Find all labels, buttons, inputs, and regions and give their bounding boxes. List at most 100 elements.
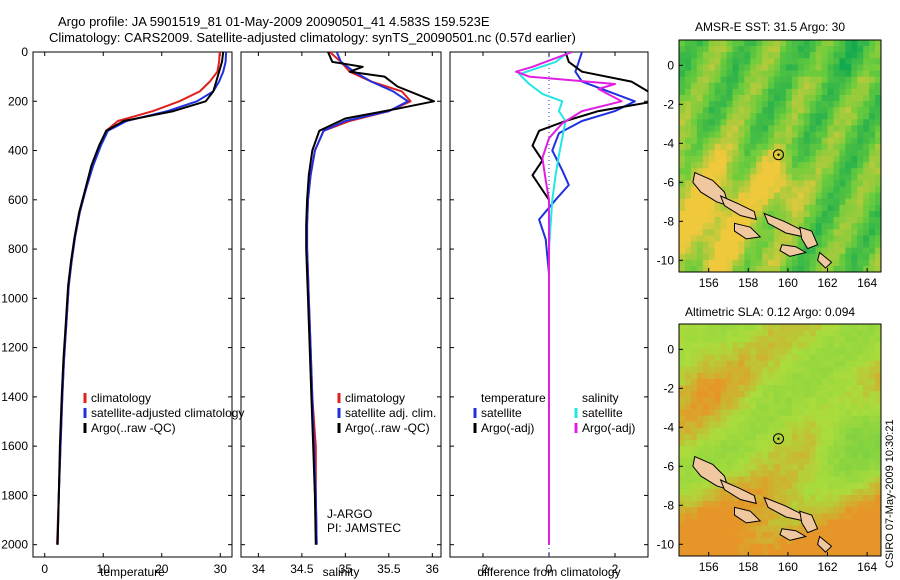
map-cell xyxy=(821,531,828,539)
map-cell xyxy=(785,427,793,435)
map-cell xyxy=(803,247,811,255)
map-cell xyxy=(768,440,775,447)
map-cell xyxy=(833,397,840,404)
color-field xyxy=(679,324,882,557)
map-cell xyxy=(774,64,781,71)
map-cell xyxy=(726,391,733,398)
map-cell xyxy=(756,168,763,175)
map-cell xyxy=(726,403,733,410)
map-cell xyxy=(803,46,811,53)
map-cell xyxy=(863,366,870,374)
map-cell xyxy=(774,543,781,551)
map-cell xyxy=(797,46,805,53)
map-cell xyxy=(679,525,686,532)
map-cell xyxy=(762,125,769,132)
x-tick-label: 164 xyxy=(857,560,877,574)
map-cell xyxy=(738,348,745,355)
map-cell xyxy=(815,378,822,386)
map-cell xyxy=(744,131,751,139)
map-cell xyxy=(791,198,799,206)
map-cell xyxy=(833,88,840,96)
map-cell xyxy=(780,476,787,484)
map-cell xyxy=(809,348,817,355)
map-cell xyxy=(827,446,834,453)
map-cell xyxy=(815,107,822,114)
map-cell xyxy=(732,537,739,545)
map-cell xyxy=(827,186,834,194)
map-cell xyxy=(762,476,769,484)
map-cell xyxy=(696,198,704,206)
map-cell xyxy=(833,409,840,416)
map-cell xyxy=(732,366,739,374)
map-cell xyxy=(815,433,822,441)
map-cell xyxy=(863,537,870,545)
map-cell xyxy=(833,330,840,337)
map-cell xyxy=(827,549,834,557)
map-cell xyxy=(857,235,864,242)
map-cell xyxy=(762,198,769,206)
map-cell xyxy=(744,470,751,478)
map-cell xyxy=(714,531,721,539)
map-cell xyxy=(851,440,858,447)
map-cell xyxy=(827,94,834,102)
map-cell xyxy=(869,229,876,236)
map-cell xyxy=(845,470,852,478)
map-cell xyxy=(851,247,858,255)
series-line xyxy=(306,52,409,545)
map-cell xyxy=(809,549,817,557)
map-cell xyxy=(679,531,686,539)
map-cell xyxy=(750,464,757,471)
map-cell xyxy=(774,324,781,331)
map-cell xyxy=(732,513,739,520)
y-tick-label: -4 xyxy=(663,136,674,150)
map-cell xyxy=(809,342,817,349)
map-cell xyxy=(869,94,876,102)
map-cell xyxy=(679,372,686,380)
map-cell xyxy=(708,549,716,557)
map-cell xyxy=(768,64,775,71)
map-cell xyxy=(851,64,858,71)
map-cell xyxy=(857,415,864,423)
map-cell xyxy=(750,70,757,78)
map-cell xyxy=(714,513,721,520)
map-cell xyxy=(869,549,876,557)
map-cell xyxy=(821,101,828,108)
map-cell xyxy=(720,88,727,96)
map-cell xyxy=(791,64,799,71)
map-cell xyxy=(785,549,793,557)
map-cell xyxy=(714,149,721,157)
map-cell xyxy=(720,452,727,459)
map-cell xyxy=(750,131,757,139)
map-cell xyxy=(679,235,686,242)
map-cell xyxy=(679,131,686,139)
map-cell xyxy=(714,229,721,236)
map-cell xyxy=(845,507,852,514)
map-cell xyxy=(815,409,822,416)
map-cell xyxy=(791,476,799,484)
map-cell xyxy=(702,433,710,441)
map-cell xyxy=(869,452,876,459)
map-cell xyxy=(690,348,698,355)
map-cell xyxy=(696,446,704,453)
map-cell xyxy=(756,70,763,78)
map-cell xyxy=(768,210,775,218)
y-tick-label: -2 xyxy=(663,381,674,395)
map-cell xyxy=(720,519,727,526)
map-cell xyxy=(732,247,739,255)
map-cell xyxy=(684,378,692,386)
map-cell xyxy=(720,470,727,478)
map-cell xyxy=(809,452,817,459)
map-cell xyxy=(869,107,876,114)
map-cell xyxy=(839,549,846,557)
map-cell xyxy=(756,204,763,212)
map-cell xyxy=(768,446,775,453)
map-cell xyxy=(785,180,793,187)
map-cell xyxy=(690,168,698,175)
map-cell xyxy=(708,64,716,71)
map-cell xyxy=(845,433,852,441)
map-cell xyxy=(845,88,852,96)
map-cell xyxy=(791,241,799,248)
map-cell xyxy=(833,217,840,224)
map-cell xyxy=(863,531,870,539)
map-cell xyxy=(839,464,846,471)
